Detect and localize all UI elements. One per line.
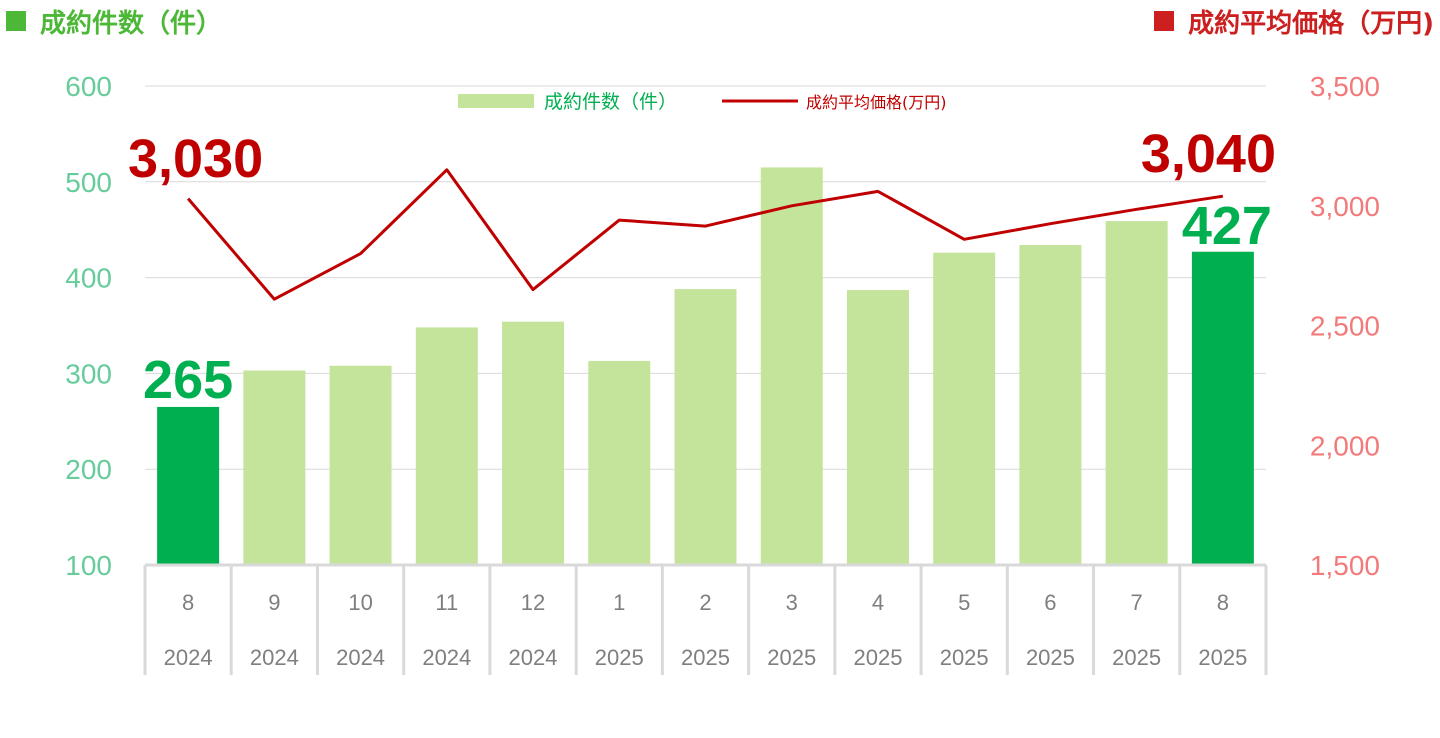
bar <box>674 289 737 565</box>
last-count-callout: 427 <box>1182 196 1272 256</box>
right-axis-title: 成約平均価格（万円) <box>1188 8 1434 39</box>
price-line-path <box>186 168 1224 301</box>
bar <box>157 406 220 565</box>
x-tick-year: 2024 <box>164 645 213 670</box>
x-tick-month: 12 <box>521 590 545 615</box>
x-tick-month: 10 <box>348 590 372 615</box>
right-y-tick-label: 2,000 <box>1310 430 1380 461</box>
x-tick-year: 2025 <box>1198 645 1247 670</box>
callouts: 3,030 3,040 265 427 <box>128 124 1276 410</box>
bar <box>1019 245 1082 565</box>
right-axis-header: 成約平均価格（万円) <box>1154 2 1434 40</box>
x-tick-month: 1 <box>613 590 625 615</box>
bar <box>1105 221 1168 565</box>
left-y-tick-label: 500 <box>65 167 112 198</box>
first-price-callout: 3,030 <box>128 129 263 189</box>
bar <box>329 365 392 565</box>
legend-bar-swatch <box>458 94 534 108</box>
bar <box>502 321 565 565</box>
last-price-callout: 3,040 <box>1141 124 1276 184</box>
left-y-tick-label: 200 <box>65 454 112 485</box>
x-tick-year: 2025 <box>595 645 644 670</box>
right-y-axis: 1,500 2,000 2,500 3,000 3,500 <box>1310 71 1380 581</box>
red-square-icon <box>1154 11 1175 31</box>
bar <box>243 370 306 565</box>
right-y-tick-label: 3,000 <box>1310 191 1380 222</box>
x-tick-month: 4 <box>872 590 884 615</box>
x-tick-year: 2025 <box>681 645 730 670</box>
bar <box>1191 251 1254 565</box>
bars <box>157 167 1254 565</box>
left-y-tick-label: 400 <box>65 263 112 294</box>
x-tick-year: 2025 <box>1026 645 1075 670</box>
x-tick-year: 2025 <box>853 645 902 670</box>
left-y-tick-label: 600 <box>65 71 112 102</box>
x-tick-year: 2024 <box>509 645 558 670</box>
x-tick-year: 2025 <box>940 645 989 670</box>
x-tick-month: 8 <box>1217 590 1229 615</box>
x-axis: 8 2024 9 2024 10 2024 11 2024 12 2024 1 2025 2 2025 3 2… <box>143 563 1268 675</box>
right-y-tick-label: 2,500 <box>1310 311 1380 342</box>
x-tick-year: 2024 <box>422 645 471 670</box>
left-y-tick-label: 300 <box>65 358 112 389</box>
legend: 成約件数（件） 成約平均価格(万円) <box>458 91 947 113</box>
price-line <box>186 168 1224 301</box>
legend-line-label: 成約平均価格(万円) <box>806 93 947 112</box>
x-tick-month: 7 <box>1131 590 1143 615</box>
bar <box>588 360 651 565</box>
bar <box>760 167 823 565</box>
x-tick-year: 2025 <box>1112 645 1161 670</box>
right-y-tick-label: 1,500 <box>1310 550 1380 581</box>
x-tick-year: 2024 <box>250 645 299 670</box>
x-tick-month: 3 <box>786 590 798 615</box>
x-tick-year: 2024 <box>336 645 385 670</box>
right-y-tick-label: 3,500 <box>1310 71 1380 102</box>
x-tick-year: 2025 <box>767 645 816 670</box>
x-tick-month: 6 <box>1044 590 1056 615</box>
green-square-icon <box>6 11 26 31</box>
x-tick-month: 8 <box>182 590 194 615</box>
x-tick-month: 5 <box>958 590 970 615</box>
x-tick-month: 11 <box>435 590 458 615</box>
bar <box>415 327 478 565</box>
first-count-callout: 265 <box>143 350 233 410</box>
legend-bar-label: 成約件数（件） <box>544 91 677 113</box>
left-y-tick-label: 100 <box>65 550 112 581</box>
bar <box>933 252 996 565</box>
left-y-axis: 100 200 300 400 500 600 <box>65 71 112 581</box>
x-tick-month: 9 <box>268 590 280 615</box>
left-axis-header: 成約件数（件） <box>6 2 222 40</box>
left-axis-title: 成約件数（件） <box>40 8 223 39</box>
bar <box>846 290 909 565</box>
x-tick-month: 2 <box>699 590 711 615</box>
